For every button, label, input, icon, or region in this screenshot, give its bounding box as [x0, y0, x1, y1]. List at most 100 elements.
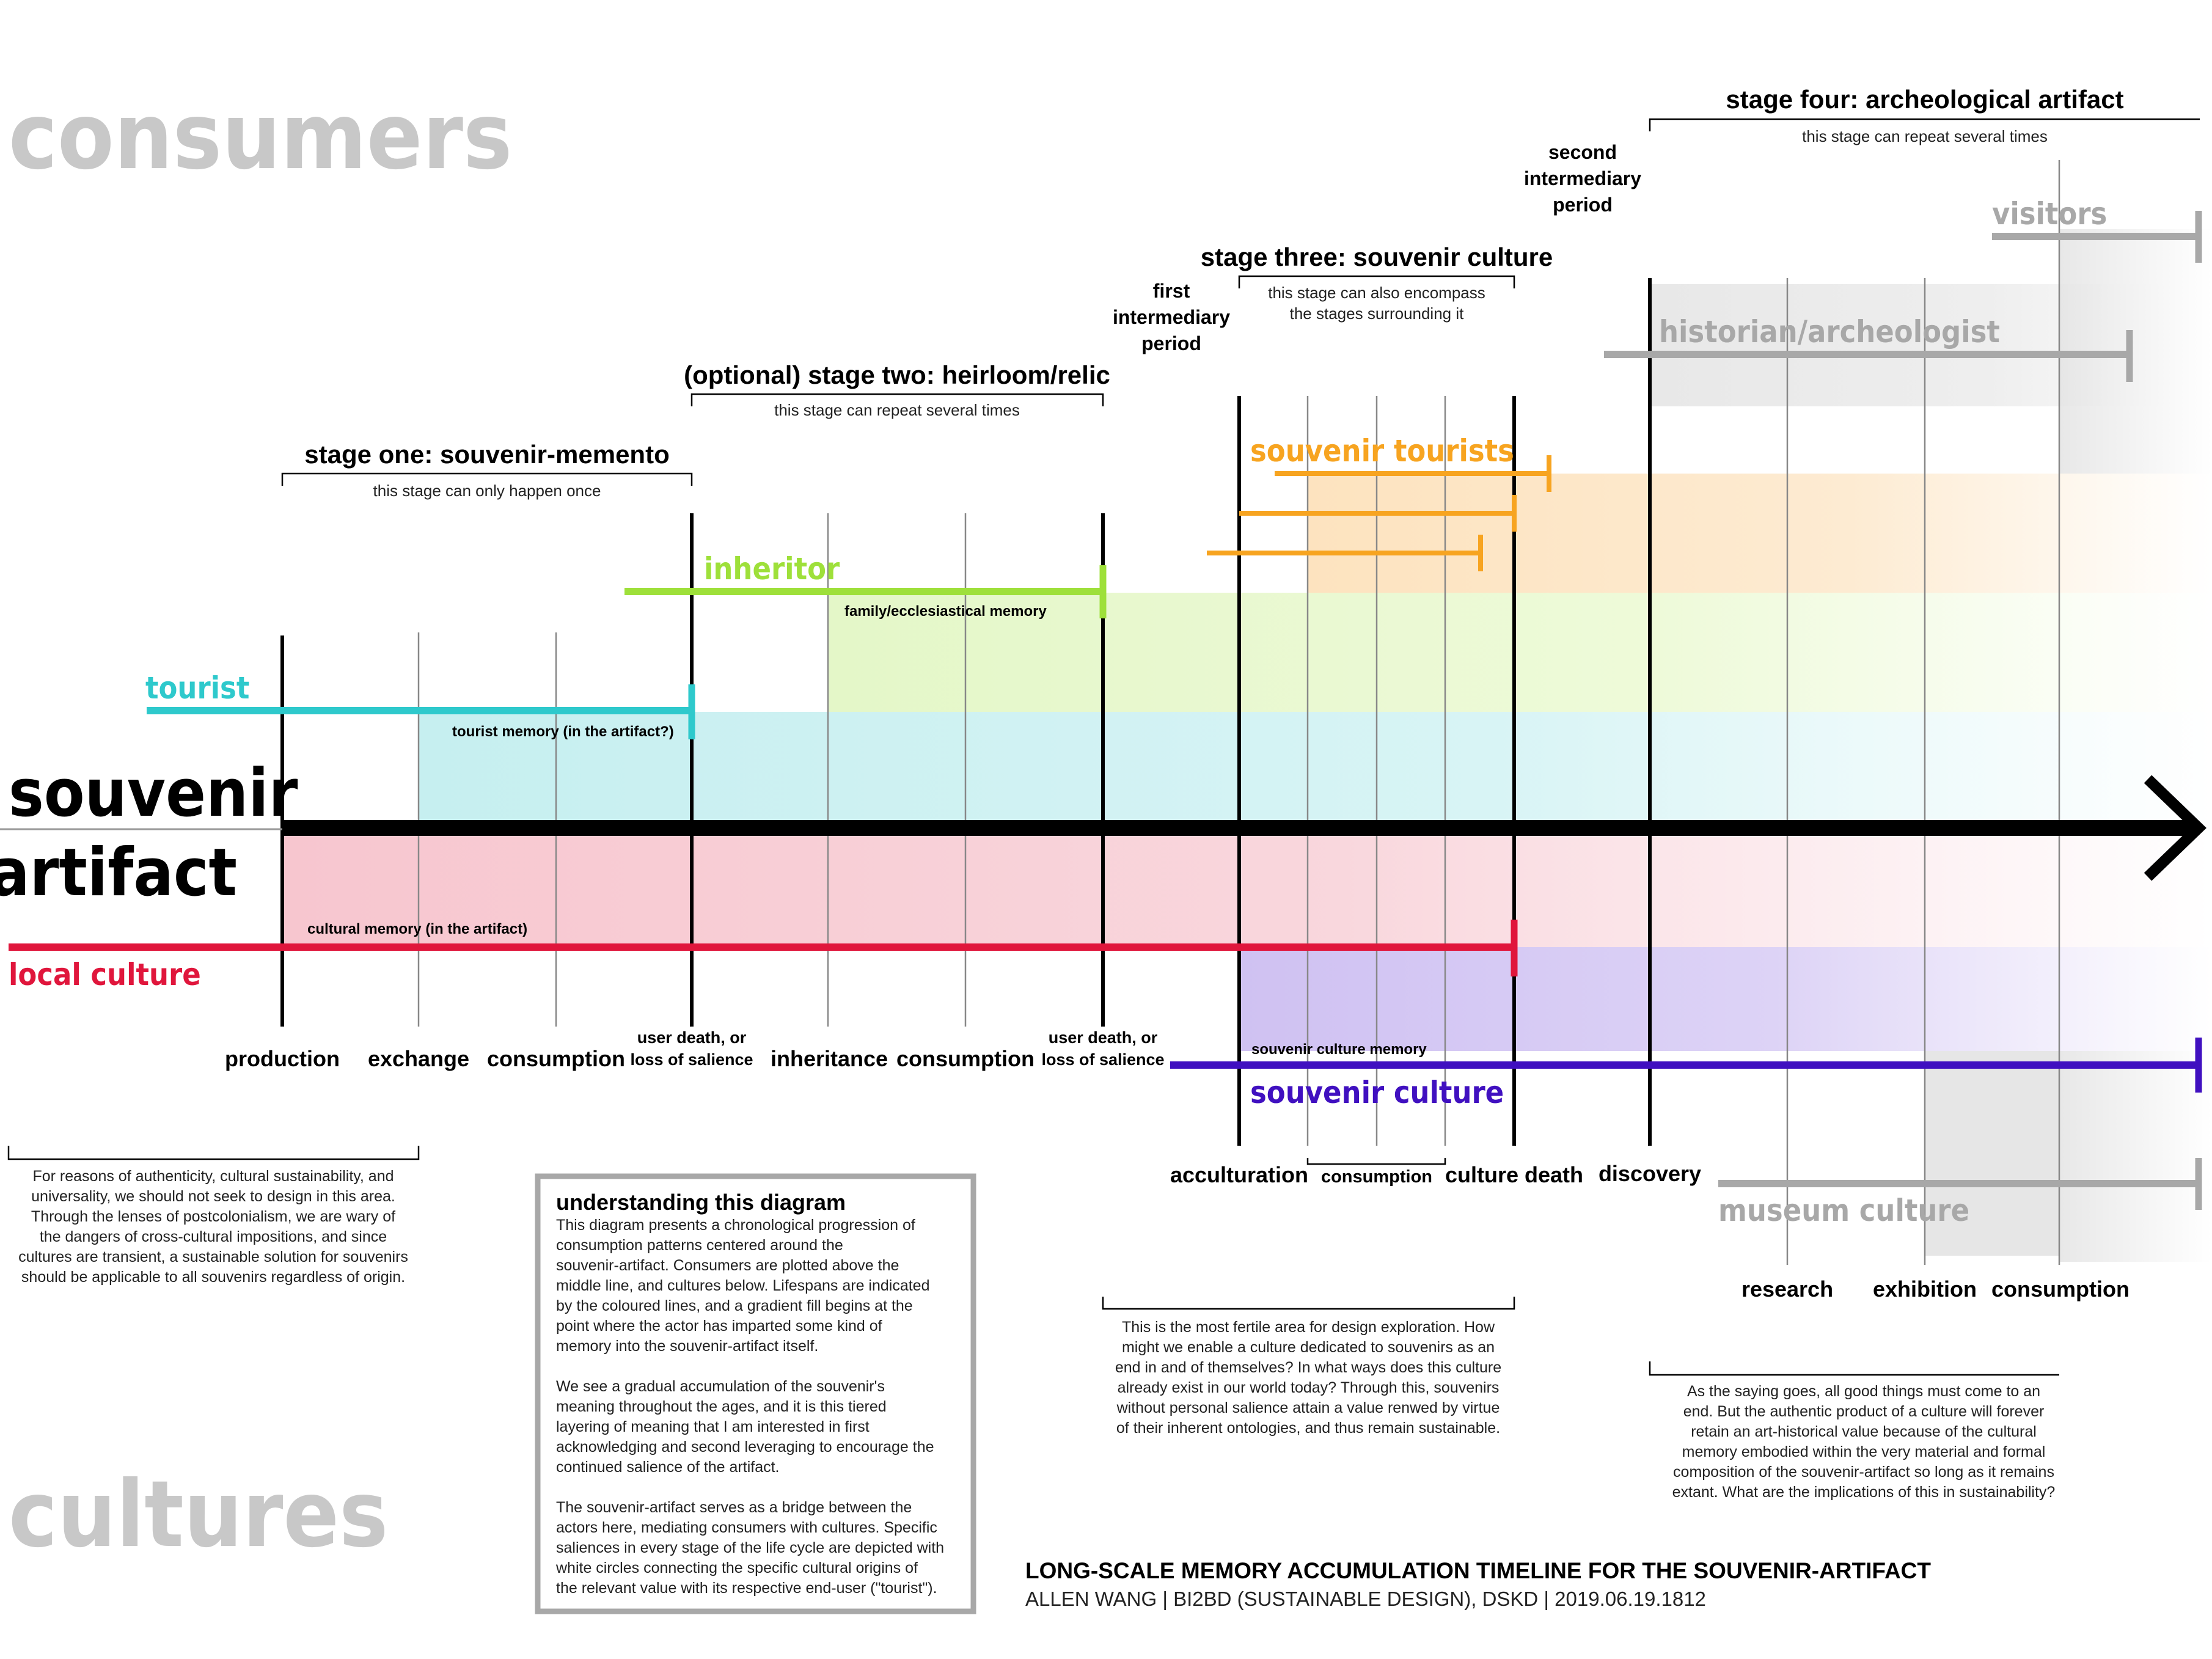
understanding-title: understanding this diagram	[556, 1190, 846, 1215]
stage-one-title: stage one: souvenir-memento	[304, 440, 669, 469]
svg-text:memory into the souvenir-artif: memory into the souvenir-artifact itself…	[556, 1338, 818, 1355]
stage-brackets	[7, 118, 2200, 1376]
souvenir-culture-lifeline	[1170, 1038, 2202, 1093]
label-exchange: exchange	[368, 1046, 469, 1071]
tourist-memory-band	[419, 712, 2212, 822]
label-production: production	[225, 1046, 340, 1071]
label-user-death-1-line1: user death, or	[637, 1028, 747, 1047]
understanding-para1: This diagram presents a chronological pr…	[556, 1217, 930, 1355]
stage-four-note: this stage can repeat several times	[1802, 127, 2048, 145]
saying-bracket	[1649, 1361, 2059, 1376]
inheritor-label: inheritor	[704, 551, 840, 587]
stage-two-title: (optional) stage two: heirloom/relic	[684, 361, 1110, 389]
tourist-label: tourist	[145, 670, 249, 706]
souvenir-culture-memory-band	[1239, 947, 2212, 1051]
svg-text:the dangers of cross-cultural: the dangers of cross-cultural imposition…	[40, 1228, 387, 1245]
svg-text:continued salience of the arti: continued salience of the artifact.	[556, 1459, 780, 1476]
souvenir-tourists-memory-band	[1308, 474, 2212, 593]
svg-text:retain an art-historical value: retain an art-historical value because o…	[1691, 1423, 2037, 1440]
cultural-memory-band	[282, 831, 2212, 947]
label-consumption-3: consumption	[1321, 1167, 1432, 1187]
svg-text:memory embodied within the ver: memory embodied within the very material…	[1682, 1443, 2046, 1460]
svg-text:end. But the authentic product: end. But the authentic product of a cult…	[1683, 1403, 2045, 1420]
stage-two-bracket	[690, 393, 1104, 406]
museum-culture-label: museum culture	[1718, 1193, 1969, 1228]
fertile-area-note: This is the most fertile area for design…	[1115, 1319, 1501, 1437]
svg-text:composition of the souvenir-ar: composition of the souvenir-artifact so …	[1673, 1463, 2054, 1481]
tourist-lifeline	[147, 684, 695, 739]
family-memory-band	[828, 593, 2212, 712]
svg-text:We see a gradual accumulation: We see a gradual accumulation of the sou…	[556, 1378, 885, 1395]
svg-text:extant. What are the implicati: extant. What are the implications of thi…	[1672, 1484, 2056, 1501]
svg-text:This is the most fertile area: This is the most fertile area for design…	[1122, 1319, 1495, 1336]
stage-three-note-line2: the stages surrounding it	[1290, 304, 1465, 323]
svg-text:period: period	[1553, 194, 1613, 216]
consumption-3-bracket	[1306, 1158, 1446, 1165]
label-user-death-1-line2: loss of salience	[630, 1050, 753, 1069]
svg-text:consumption patterns centered: consumption patterns centered around the	[556, 1237, 843, 1254]
souvenir-tourists-lifelines	[1207, 455, 1551, 571]
visitors-lifeline	[1992, 211, 2202, 263]
label-exhibition: exhibition	[1873, 1276, 1977, 1302]
souvenir-culture-label: souvenir culture	[1250, 1075, 1504, 1110]
label-user-death-2-line2: loss of salience	[1041, 1050, 1164, 1069]
second-intermediary-label: second intermediary period	[1524, 141, 1641, 216]
timeline-labels: production exchange consumption user dea…	[225, 1028, 2130, 1302]
svg-text:As the saying goes, all good t: As the saying goes, all good things must…	[1687, 1383, 2040, 1400]
svg-text:the relevant value with its re: the relevant value with its respective e…	[556, 1580, 937, 1597]
svg-text:saliences in every stage of th: saliences in every stage of the life cyc…	[556, 1539, 944, 1556]
svg-text:The souvenir-artifact serves a: The souvenir-artifact serves as a bridge…	[556, 1499, 912, 1516]
label-acculturation: acculturation	[1170, 1162, 1308, 1187]
fertile-bracket	[1102, 1297, 1515, 1310]
svg-text:without personal salience atta: without personal salience attain a value…	[1116, 1399, 1500, 1416]
svg-text:meaning throughout the ages, a: meaning throughout the ages, and it is t…	[556, 1398, 887, 1415]
visitors-label: visitors	[1992, 196, 2107, 232]
authenticity-note: For reasons of authenticity, cultural su…	[18, 1168, 408, 1286]
svg-text:of their inherent ontologies,: of their inherent ontologies, and thus r…	[1116, 1419, 1500, 1437]
stage-one-bracket	[281, 472, 693, 486]
svg-text:intermediary: intermediary	[1113, 306, 1230, 328]
svg-text:actors here, mediating consume: actors here, mediating consumers with cu…	[556, 1519, 937, 1536]
stage-four-title: stage four: archeological artifact	[1726, 85, 2123, 114]
svg-text:cultures are transient, a sust: cultures are transient, a sustainable so…	[18, 1248, 408, 1265]
svg-text:This diagram presents a chrono: This diagram presents a chronological pr…	[556, 1217, 915, 1234]
label-inheritance: inheritance	[771, 1046, 888, 1071]
svg-text:first: first	[1153, 280, 1190, 302]
label-discovery: discovery	[1599, 1161, 1701, 1186]
label-consumption-2: consumption	[896, 1046, 1035, 1071]
svg-text:white circles connecting the s: white circles connecting the specific cu…	[555, 1559, 918, 1577]
first-intermediary-label: first intermediary period	[1113, 280, 1230, 354]
stage-one-note: this stage can only happen once	[373, 482, 601, 500]
souvenir-label: souvenir	[9, 755, 298, 832]
svg-text:middle line, and cultures belo: middle line, and cultures below. Lifespa…	[556, 1277, 930, 1294]
stage-two-note: this stage can repeat several times	[774, 401, 1020, 419]
inheritor-lifeline	[624, 565, 1107, 618]
svg-text:layering of meaning that I am: layering of meaning that I am interested…	[556, 1418, 870, 1435]
svg-text:second: second	[1548, 141, 1617, 163]
cultures-side-label: cultures	[9, 1462, 388, 1568]
understanding-box	[535, 1173, 976, 1614]
main-arrow-head	[2144, 775, 2207, 881]
label-consumption-4: consumption	[1991, 1276, 2130, 1302]
souvenir-tourists-label: souvenir tourists	[1250, 433, 1514, 469]
souvenir-culture-memory-label: souvenir culture memory	[1251, 1041, 1427, 1058]
local-culture-label: local culture	[9, 957, 201, 992]
tourist-memory-label: tourist memory (in the artifact?)	[452, 723, 674, 740]
svg-text:might we enable a culture dedi: might we enable a culture dedicated to s…	[1122, 1339, 1495, 1356]
stage-three-title: stage three: souvenir culture	[1201, 243, 1553, 271]
svg-text:For reasons of authenticity, c: For reasons of authenticity, cultural su…	[32, 1168, 394, 1185]
svg-text:point where the actor has impa: point where the actor has imparted some …	[556, 1317, 882, 1335]
label-research: research	[1741, 1276, 1833, 1302]
understanding-para2: We see a gradual accumulation of the sou…	[556, 1378, 934, 1476]
svg-text:already exist in our world tod: already exist in our world today? Throug…	[1118, 1379, 1500, 1396]
label-user-death-2-line1: user death, or	[1049, 1028, 1158, 1047]
cultural-memory-label: cultural memory (in the artifact)	[307, 921, 527, 937]
understanding-para3: The souvenir-artifact serves as a bridge…	[555, 1499, 944, 1597]
artifact-label: artifact	[0, 835, 237, 911]
consumers-side-label: consumers	[9, 84, 512, 190]
svg-text:intermediary: intermediary	[1524, 167, 1641, 189]
historian-label: historian/archeologist	[1659, 314, 2000, 350]
stage-four-bracket	[1649, 118, 2200, 131]
svg-text:end in and of themselves? In w: end in and of themselves? In what ways d…	[1115, 1359, 1501, 1376]
